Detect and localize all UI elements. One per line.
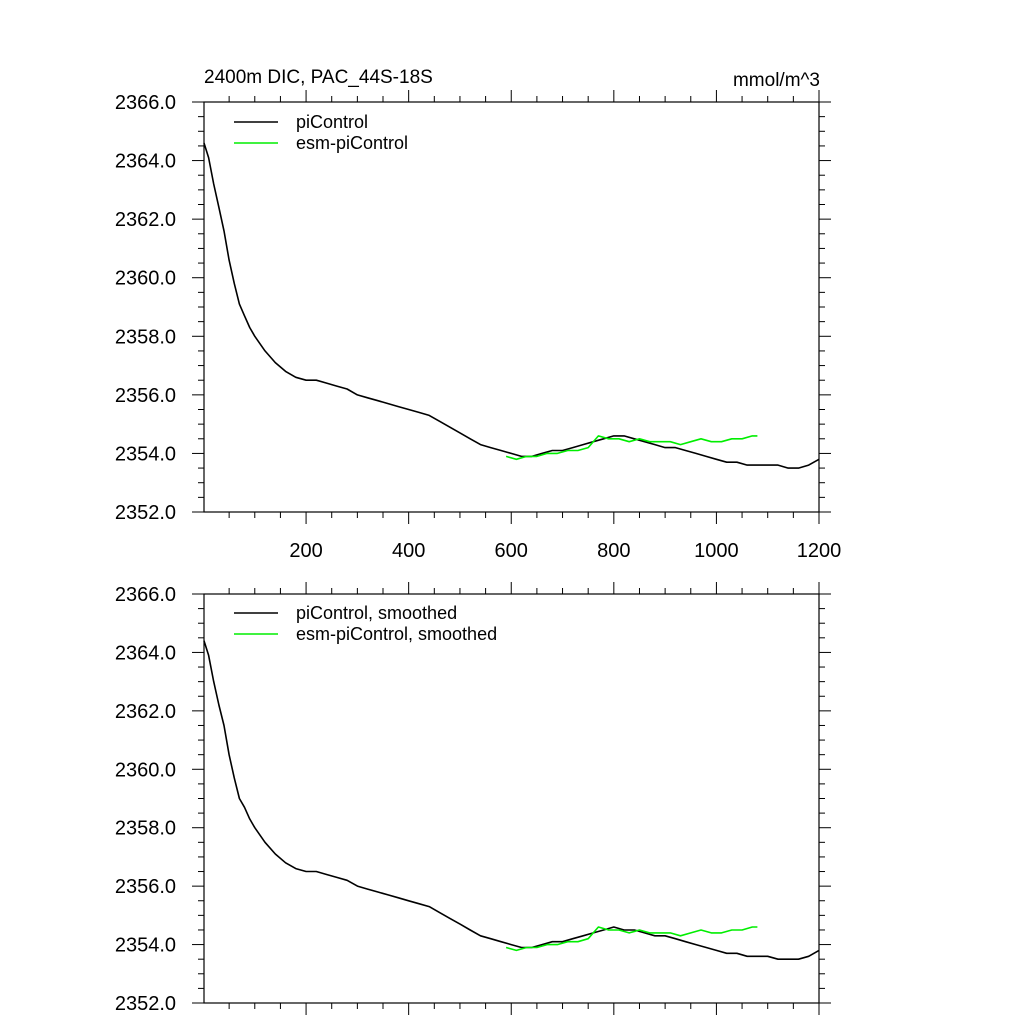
legend-label: piControl, smoothed <box>296 603 457 623</box>
series-line-esm-picontrol <box>505 435 758 461</box>
y-tick-label: 2364.0 <box>115 151 176 173</box>
x-tick-label: 1000 <box>694 540 739 562</box>
legend-label: esm-piControl, smoothed <box>296 624 497 644</box>
panel-top: 2352.0 2354.0 2356.0 2358.0 2360.0 2362.0 2364… <box>115 90 841 562</box>
panel-bottom: 2352.0 2354.0 2356.0 2358.0 2360.0 2362.0 2364… <box>115 582 831 1015</box>
y-tick-label: 2366.0 <box>115 584 176 606</box>
y-tick-label: 2358.0 <box>115 818 176 840</box>
series-line-picontrol <box>203 640 820 961</box>
y-tick-label: 2356.0 <box>115 385 176 407</box>
y-tick-label: 2362.0 <box>115 209 176 231</box>
x-tick-label: 600 <box>495 540 528 562</box>
y-tick-label: 2366.0 <box>115 92 176 114</box>
y-tick-label: 2352.0 <box>115 993 176 1015</box>
y-tick-label: 2360.0 <box>115 268 176 290</box>
series-line-esm-picontrol <box>505 926 758 952</box>
y-tick-label: 2352.0 <box>115 502 176 524</box>
x-tick-label: 200 <box>289 540 322 562</box>
y-tick-label: 2364.0 <box>115 642 176 664</box>
y-tick-label: 2358.0 <box>115 326 176 348</box>
legend-label: esm-piControl <box>296 133 408 153</box>
legend-label: piControl <box>296 112 368 132</box>
series-line-picontrol <box>203 142 820 469</box>
x-tick-label: 800 <box>597 540 630 562</box>
y-tick-label: 2354.0 <box>115 443 176 465</box>
chart-title: 2400m DIC, PAC_44S-18S <box>204 67 433 88</box>
x-tick-label: 1200 <box>797 540 842 562</box>
y-tick-label: 2356.0 <box>115 876 176 898</box>
x-tick-label: 400 <box>392 540 425 562</box>
y-tick-label: 2354.0 <box>115 935 176 957</box>
y-tick-label: 2362.0 <box>115 701 176 723</box>
units-label: mmol/m^3 <box>733 70 820 91</box>
y-tick-label: 2360.0 <box>115 759 176 781</box>
